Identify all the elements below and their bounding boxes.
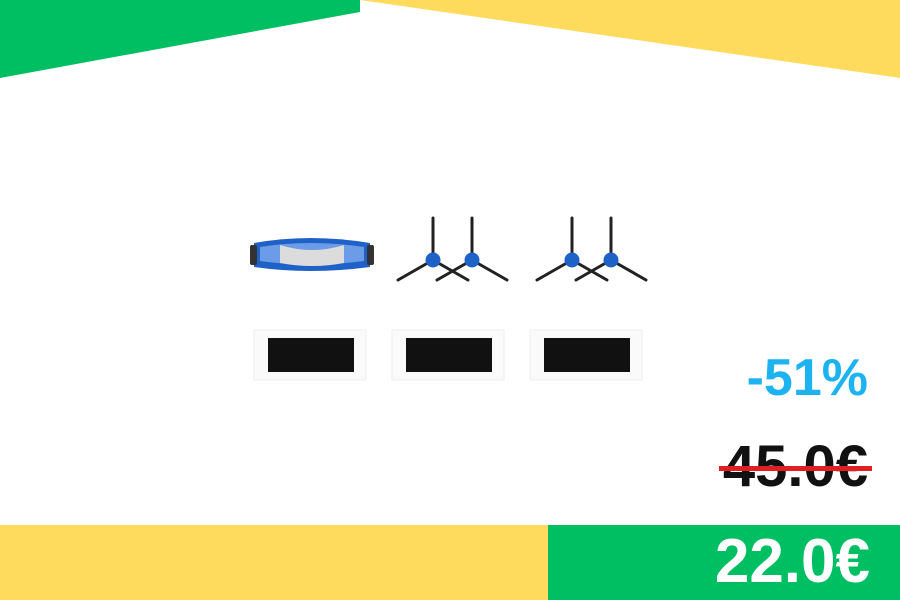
old-price: 45.0€ <box>718 438 872 496</box>
side-brush <box>435 216 509 282</box>
old-price-wrap: 45.0€ <box>718 438 872 496</box>
main-roller-brush <box>250 238 374 271</box>
filter <box>253 329 367 381</box>
filter <box>529 329 643 381</box>
top-banner-yellow <box>360 0 900 78</box>
top-banner <box>0 0 900 78</box>
side-brush <box>574 216 648 282</box>
filter <box>391 329 505 381</box>
bottom-banner-yellow <box>0 525 548 600</box>
side-brush <box>535 216 609 282</box>
product-image <box>250 216 648 381</box>
discount-label: -51% <box>746 349 868 407</box>
new-price: 22.0€ <box>714 527 870 596</box>
top-banner-green <box>0 0 360 78</box>
side-brush <box>396 216 470 282</box>
bottom-banner-green <box>548 525 900 600</box>
strikethrough-line <box>718 466 872 471</box>
